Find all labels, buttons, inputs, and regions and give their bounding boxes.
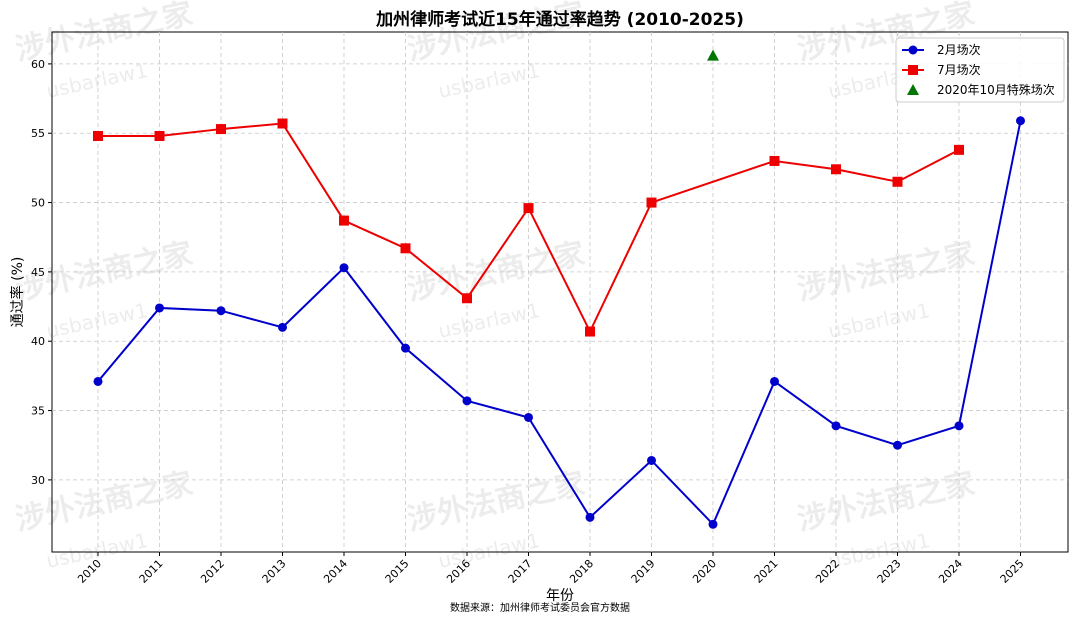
watermark-handle: usbarlaw1 [436, 58, 542, 103]
series-1-line [97, 120, 1022, 527]
y-tick-label: 60 [31, 58, 45, 71]
x-tick-label: 2012 [198, 557, 227, 586]
watermark-text: 涉外法商之家 [794, 466, 977, 538]
data-point [339, 263, 349, 273]
legend-entry-3: 2020年10月特殊场次 [907, 82, 1055, 97]
data-point [216, 124, 226, 135]
data-point [401, 343, 410, 353]
y-axis-ticks: 30 35 40 45 50 55 60 [31, 58, 52, 487]
y-tick-label: 30 [31, 474, 45, 487]
watermark-handle: usbarlaw1 [44, 298, 150, 343]
watermark-handle: usbarlaw1 [44, 58, 150, 103]
source-note: 数据来源：加州律师考试委员会官方数据 [450, 601, 630, 614]
legend-entry-1: 2月场次 [902, 43, 981, 57]
data-point [155, 303, 164, 313]
data-point [954, 144, 964, 155]
legend-entry-2: 7月场次 [902, 63, 981, 77]
legend-marker [907, 84, 919, 95]
data-point [462, 293, 472, 304]
data-point [278, 322, 287, 332]
watermark-text: 涉外法商之家 [404, 466, 587, 538]
x-tick-label: 2021 [752, 557, 781, 586]
data-point [647, 455, 656, 465]
data-point [585, 326, 595, 337]
watermark-handle: usbarlaw1 [826, 298, 932, 343]
data-point [462, 396, 472, 406]
data-point [954, 421, 964, 431]
data-point [93, 131, 103, 141]
data-point [831, 164, 841, 175]
x-tick-label: 2019 [629, 557, 658, 586]
y-tick-label: 55 [31, 127, 45, 140]
y-tick-label: 45 [31, 266, 45, 279]
legend-label: 2020年10月特殊场次 [937, 82, 1055, 97]
data-point [707, 49, 719, 61]
data-point [339, 215, 349, 226]
data-point [831, 421, 841, 431]
data-point [524, 412, 533, 422]
data-point [1016, 116, 1025, 126]
x-tick-label: 2017 [506, 557, 535, 586]
x-tick-label: 2014 [321, 557, 350, 586]
y-tick-label: 35 [31, 405, 45, 418]
x-tick-label: 2020 [690, 557, 719, 586]
data-point [154, 131, 165, 141]
data-point [646, 197, 657, 208]
data-point [277, 118, 288, 129]
chart-title: 加州律师考试近15年通过率趋势 (2010-2025) [375, 9, 744, 30]
watermark-handle: usbarlaw1 [436, 298, 542, 343]
watermark-layer: 涉外法商之家usbarlaw1涉外法商之家usbarlaw1涉外法商之家usba… [12, 0, 977, 573]
x-tick-label: 2013 [260, 557, 289, 586]
data-point [216, 306, 226, 316]
legend-box [895, 37, 1065, 103]
y-axis-label: 通过率 (%) [9, 257, 26, 328]
x-axis-label: 年份 [546, 588, 574, 604]
y-tick-label: 50 [31, 197, 45, 210]
data-point [893, 440, 902, 450]
y-tick-label: 40 [31, 335, 45, 348]
data-point [769, 155, 780, 166]
data-point [93, 376, 103, 386]
series-layer [93, 49, 1025, 529]
legend-label: 2月场次 [937, 43, 981, 57]
legend-marker [908, 65, 918, 75]
data-point [585, 512, 595, 522]
series-2 [93, 118, 964, 337]
series-1 [93, 116, 1025, 529]
plot-area [51, 31, 1069, 553]
series-2-line [98, 122, 960, 334]
legend-marker [908, 45, 918, 55]
x-tick-label: 2011 [137, 557, 166, 586]
data-point [523, 203, 534, 214]
legend: 2月场次 7月场次 2020年10月特殊场次 [895, 37, 1065, 103]
x-tick-label: 2018 [567, 557, 596, 586]
x-tick-label: 2024 [936, 557, 965, 586]
data-point [400, 243, 411, 254]
series-3 [707, 49, 719, 61]
x-tick-label: 2025 [998, 557, 1027, 586]
data-point [770, 376, 779, 386]
data-point [892, 176, 903, 187]
data-point [708, 519, 718, 529]
x-tick-label: 2015 [383, 557, 412, 586]
legend-label: 7月场次 [937, 63, 981, 77]
